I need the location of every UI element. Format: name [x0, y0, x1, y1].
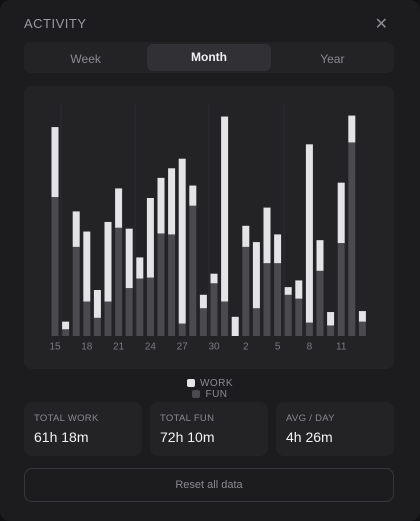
bar-segment — [199, 308, 207, 336]
bar-segment — [274, 263, 282, 336]
bar-segment — [51, 127, 59, 198]
bar-segment — [348, 142, 356, 336]
x-tick-label: 15 — [49, 342, 61, 353]
bar-segment — [178, 158, 186, 324]
x-tick-label: 5 — [275, 342, 281, 353]
stat-label: TOTAL FUN — [160, 413, 215, 424]
bar-segment — [358, 321, 366, 336]
legend-label: FUN — [205, 389, 228, 400]
bar-segment — [221, 301, 229, 336]
bar-segment — [136, 278, 144, 336]
bar-segment — [72, 211, 80, 247]
bar-segment — [136, 257, 144, 279]
legend-label: WORK — [199, 378, 234, 389]
legend-item: FUN — [8, 389, 412, 400]
bar-segment — [295, 280, 303, 299]
legend-swatch — [186, 379, 195, 387]
bar-segment — [83, 301, 91, 336]
bar-segment — [51, 197, 59, 336]
tab[interactable]: Year — [320, 52, 345, 66]
bar-segment — [242, 225, 250, 247]
bar-segment — [337, 243, 345, 336]
bar-segment — [168, 168, 176, 235]
bar-segment — [337, 182, 345, 244]
bar-segment — [252, 242, 260, 309]
bar-segment — [83, 231, 91, 302]
bar-segment — [157, 177, 165, 234]
x-tick-label: 30 — [208, 342, 220, 353]
x-tick-label: 11 — [336, 342, 347, 353]
reset-button[interactable]: Reset all data — [24, 468, 394, 502]
legend-item: WORK — [8, 378, 412, 389]
stat-value: 72h 10m — [160, 429, 215, 445]
bar-segment — [316, 240, 324, 271]
bar-segment — [93, 290, 101, 318]
bar-segment — [189, 205, 197, 336]
bar-segment — [104, 301, 112, 336]
legend: WORK FUN — [0, 378, 420, 400]
x-tick-label: 8 — [307, 342, 313, 353]
bar-segment — [295, 298, 303, 336]
bar-segment — [242, 246, 250, 336]
bar-segment — [210, 273, 218, 284]
bar-segment — [221, 116, 229, 302]
bar-segment — [125, 288, 133, 336]
dialog-title: ACTIVITY — [24, 16, 87, 31]
bar-segment — [93, 317, 101, 336]
stat-card: TOTAL WORK 61h 18m — [24, 402, 142, 456]
x-tick-label: 21 — [113, 342, 125, 353]
bar-segment — [62, 329, 70, 336]
bar-segment — [199, 294, 207, 309]
week-dividers — [60, 104, 285, 336]
bar-segment — [348, 115, 356, 143]
bar-segment — [146, 277, 154, 336]
bar-segment — [252, 308, 260, 336]
x-tick-label: 18 — [81, 342, 93, 353]
x-tick-label: 2 — [243, 342, 249, 353]
bar-segment — [189, 185, 197, 206]
bar-segment — [305, 144, 313, 323]
tab-bar: Week Month Year — [24, 42, 394, 73]
tab[interactable]: Month — [147, 44, 271, 71]
bar-segment — [157, 233, 165, 336]
bar-segment — [305, 322, 313, 336]
bar-segment — [284, 287, 292, 295]
bar-segment — [72, 246, 80, 336]
bar-segment — [263, 207, 271, 264]
stat-value: 61h 18m — [34, 429, 89, 445]
stat-card: AVG / DAY 4h 26m — [276, 402, 394, 456]
stat-card: TOTAL FUN 72h 10m — [150, 402, 268, 456]
bar-segment — [327, 325, 335, 336]
x-tick-label: 24 — [145, 342, 157, 353]
bar-segment — [316, 270, 324, 336]
bar-segment — [62, 321, 70, 330]
bar-segment — [210, 283, 218, 336]
bar-segment — [115, 227, 123, 336]
x-tick-label: 27 — [177, 342, 189, 353]
bar-segment — [125, 228, 133, 289]
close-button[interactable]: ✕ — [374, 16, 388, 33]
bar-segment — [263, 263, 271, 336]
bar-segment — [231, 316, 239, 336]
bar-segment — [358, 311, 366, 322]
stat-value: 4h 26m — [286, 429, 333, 445]
bar-segment — [178, 323, 186, 336]
bar-segment — [115, 188, 123, 228]
bar-segment — [284, 294, 292, 336]
stat-label: TOTAL WORK — [34, 413, 99, 424]
bar-segment — [274, 234, 282, 264]
bar-segment — [104, 221, 112, 302]
bar-segment — [327, 312, 335, 326]
legend-swatch — [192, 390, 201, 398]
tab[interactable]: Week — [70, 52, 101, 66]
bar-segment — [146, 198, 154, 278]
stat-label: AVG / DAY — [286, 413, 335, 424]
bar-segment — [168, 234, 176, 336]
